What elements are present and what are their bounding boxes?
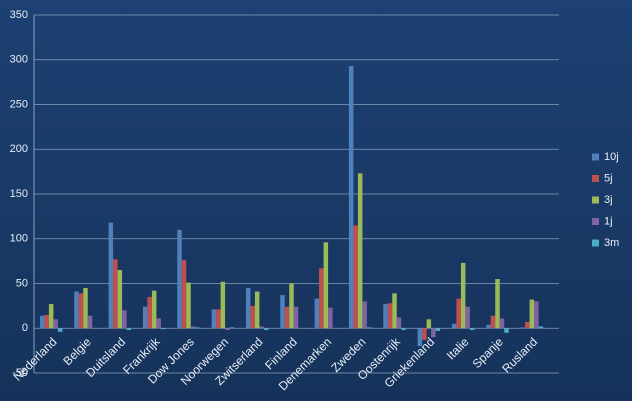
bar bbox=[469, 328, 475, 331]
bar bbox=[225, 328, 230, 331]
bar bbox=[417, 328, 423, 347]
bar bbox=[122, 310, 127, 329]
bar bbox=[353, 225, 358, 329]
bar bbox=[456, 298, 461, 329]
bar bbox=[229, 327, 235, 329]
bar bbox=[83, 287, 88, 329]
bar bbox=[499, 318, 505, 329]
bar bbox=[328, 307, 333, 329]
bar bbox=[245, 287, 251, 329]
bar bbox=[529, 299, 535, 329]
bar bbox=[160, 328, 166, 330]
legend-label: 1j bbox=[604, 215, 613, 227]
bar bbox=[435, 328, 441, 331]
bar bbox=[538, 326, 544, 329]
bar bbox=[113, 259, 118, 329]
bar bbox=[44, 314, 49, 329]
bar bbox=[490, 315, 496, 329]
bar bbox=[495, 279, 500, 329]
bar bbox=[520, 327, 526, 329]
bar bbox=[186, 282, 191, 329]
bar bbox=[284, 306, 290, 329]
bar bbox=[250, 305, 255, 329]
bar bbox=[396, 317, 402, 329]
y-tick-label: 150 bbox=[10, 188, 28, 200]
y-tick-label: 300 bbox=[10, 54, 28, 66]
legend-label: 3j bbox=[604, 194, 613, 206]
y-tick-label: 0 bbox=[22, 322, 28, 334]
bar bbox=[147, 296, 152, 329]
legend-label: 3m bbox=[604, 237, 619, 249]
bar bbox=[39, 315, 45, 329]
bar bbox=[348, 66, 354, 329]
bar bbox=[426, 319, 432, 329]
bar bbox=[53, 319, 58, 329]
bar bbox=[126, 328, 132, 331]
bar bbox=[525, 321, 530, 329]
y-tick-label: 100 bbox=[10, 233, 28, 245]
bar bbox=[293, 306, 299, 329]
y-tick-label: 250 bbox=[10, 98, 28, 110]
bar bbox=[220, 281, 226, 329]
bar bbox=[151, 290, 157, 329]
y-tick-label: 350 bbox=[10, 9, 28, 21]
bar bbox=[383, 304, 388, 329]
bar bbox=[504, 328, 509, 333]
bar bbox=[156, 318, 161, 329]
bar bbox=[323, 242, 329, 329]
bar bbox=[460, 262, 466, 329]
bar bbox=[87, 315, 93, 329]
bar bbox=[254, 291, 260, 329]
bar bbox=[259, 326, 264, 329]
bar bbox=[486, 324, 491, 329]
bar bbox=[366, 327, 372, 329]
bar bbox=[534, 301, 539, 329]
bar bbox=[216, 309, 221, 329]
legend-swatch bbox=[592, 239, 599, 247]
bar bbox=[211, 309, 217, 329]
y-tick-label: 50 bbox=[16, 277, 28, 289]
bar bbox=[57, 328, 63, 332]
bar bbox=[195, 327, 200, 329]
bar bbox=[319, 268, 324, 329]
bar bbox=[181, 260, 187, 329]
bar bbox=[74, 291, 79, 329]
bar bbox=[280, 295, 285, 329]
bar bbox=[362, 301, 367, 329]
legend-swatch bbox=[592, 175, 599, 182]
bar bbox=[401, 328, 406, 331]
bar bbox=[314, 298, 320, 329]
bar bbox=[289, 283, 294, 329]
bar bbox=[465, 306, 470, 329]
legend-swatch bbox=[592, 218, 599, 225]
bar bbox=[263, 328, 269, 331]
y-tick-label: -50 bbox=[12, 367, 28, 379]
bar bbox=[142, 306, 148, 329]
bar bbox=[451, 323, 457, 329]
bar bbox=[387, 303, 393, 329]
bar bbox=[48, 304, 54, 329]
bar bbox=[117, 270, 123, 329]
bar bbox=[108, 222, 114, 329]
legend-swatch bbox=[592, 196, 599, 204]
bar bbox=[177, 229, 182, 329]
legend-label: 5j bbox=[604, 172, 613, 184]
bar bbox=[431, 328, 436, 338]
bar bbox=[78, 293, 84, 329]
bar bbox=[422, 328, 427, 340]
bar bbox=[392, 293, 397, 329]
legend-label: 10j bbox=[604, 151, 619, 163]
y-tick-label: 200 bbox=[10, 143, 28, 155]
bar bbox=[357, 173, 363, 329]
legend-swatch bbox=[592, 153, 599, 161]
bar bbox=[190, 326, 196, 329]
